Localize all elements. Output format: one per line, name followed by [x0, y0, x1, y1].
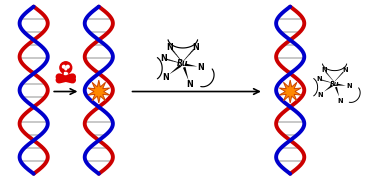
Text: N: N: [342, 67, 348, 73]
Text: N: N: [167, 43, 174, 52]
Text: N: N: [337, 98, 343, 104]
Text: Ru: Ru: [177, 59, 188, 68]
Text: N: N: [197, 63, 204, 72]
Bar: [65, 72, 66, 74]
Circle shape: [67, 65, 69, 68]
Circle shape: [65, 68, 67, 70]
Circle shape: [71, 79, 74, 81]
Polygon shape: [169, 65, 181, 74]
Bar: [64, 72, 65, 74]
Polygon shape: [335, 87, 339, 96]
Circle shape: [58, 79, 60, 81]
Circle shape: [71, 76, 74, 78]
Text: N: N: [161, 54, 167, 63]
Polygon shape: [183, 67, 189, 81]
Text: N: N: [316, 76, 322, 82]
Polygon shape: [185, 63, 197, 67]
Circle shape: [58, 76, 60, 78]
Text: N: N: [162, 73, 169, 82]
Text: N: N: [192, 43, 199, 52]
Circle shape: [60, 62, 72, 74]
Text: N: N: [321, 67, 327, 73]
Polygon shape: [88, 80, 110, 103]
Text: N: N: [347, 83, 352, 89]
Polygon shape: [279, 80, 301, 103]
Polygon shape: [337, 83, 346, 86]
Text: Ru: Ru: [330, 81, 339, 87]
Polygon shape: [62, 71, 70, 74]
Text: N: N: [186, 80, 193, 89]
Polygon shape: [324, 84, 333, 92]
Circle shape: [62, 65, 65, 68]
Text: N: N: [318, 92, 323, 98]
